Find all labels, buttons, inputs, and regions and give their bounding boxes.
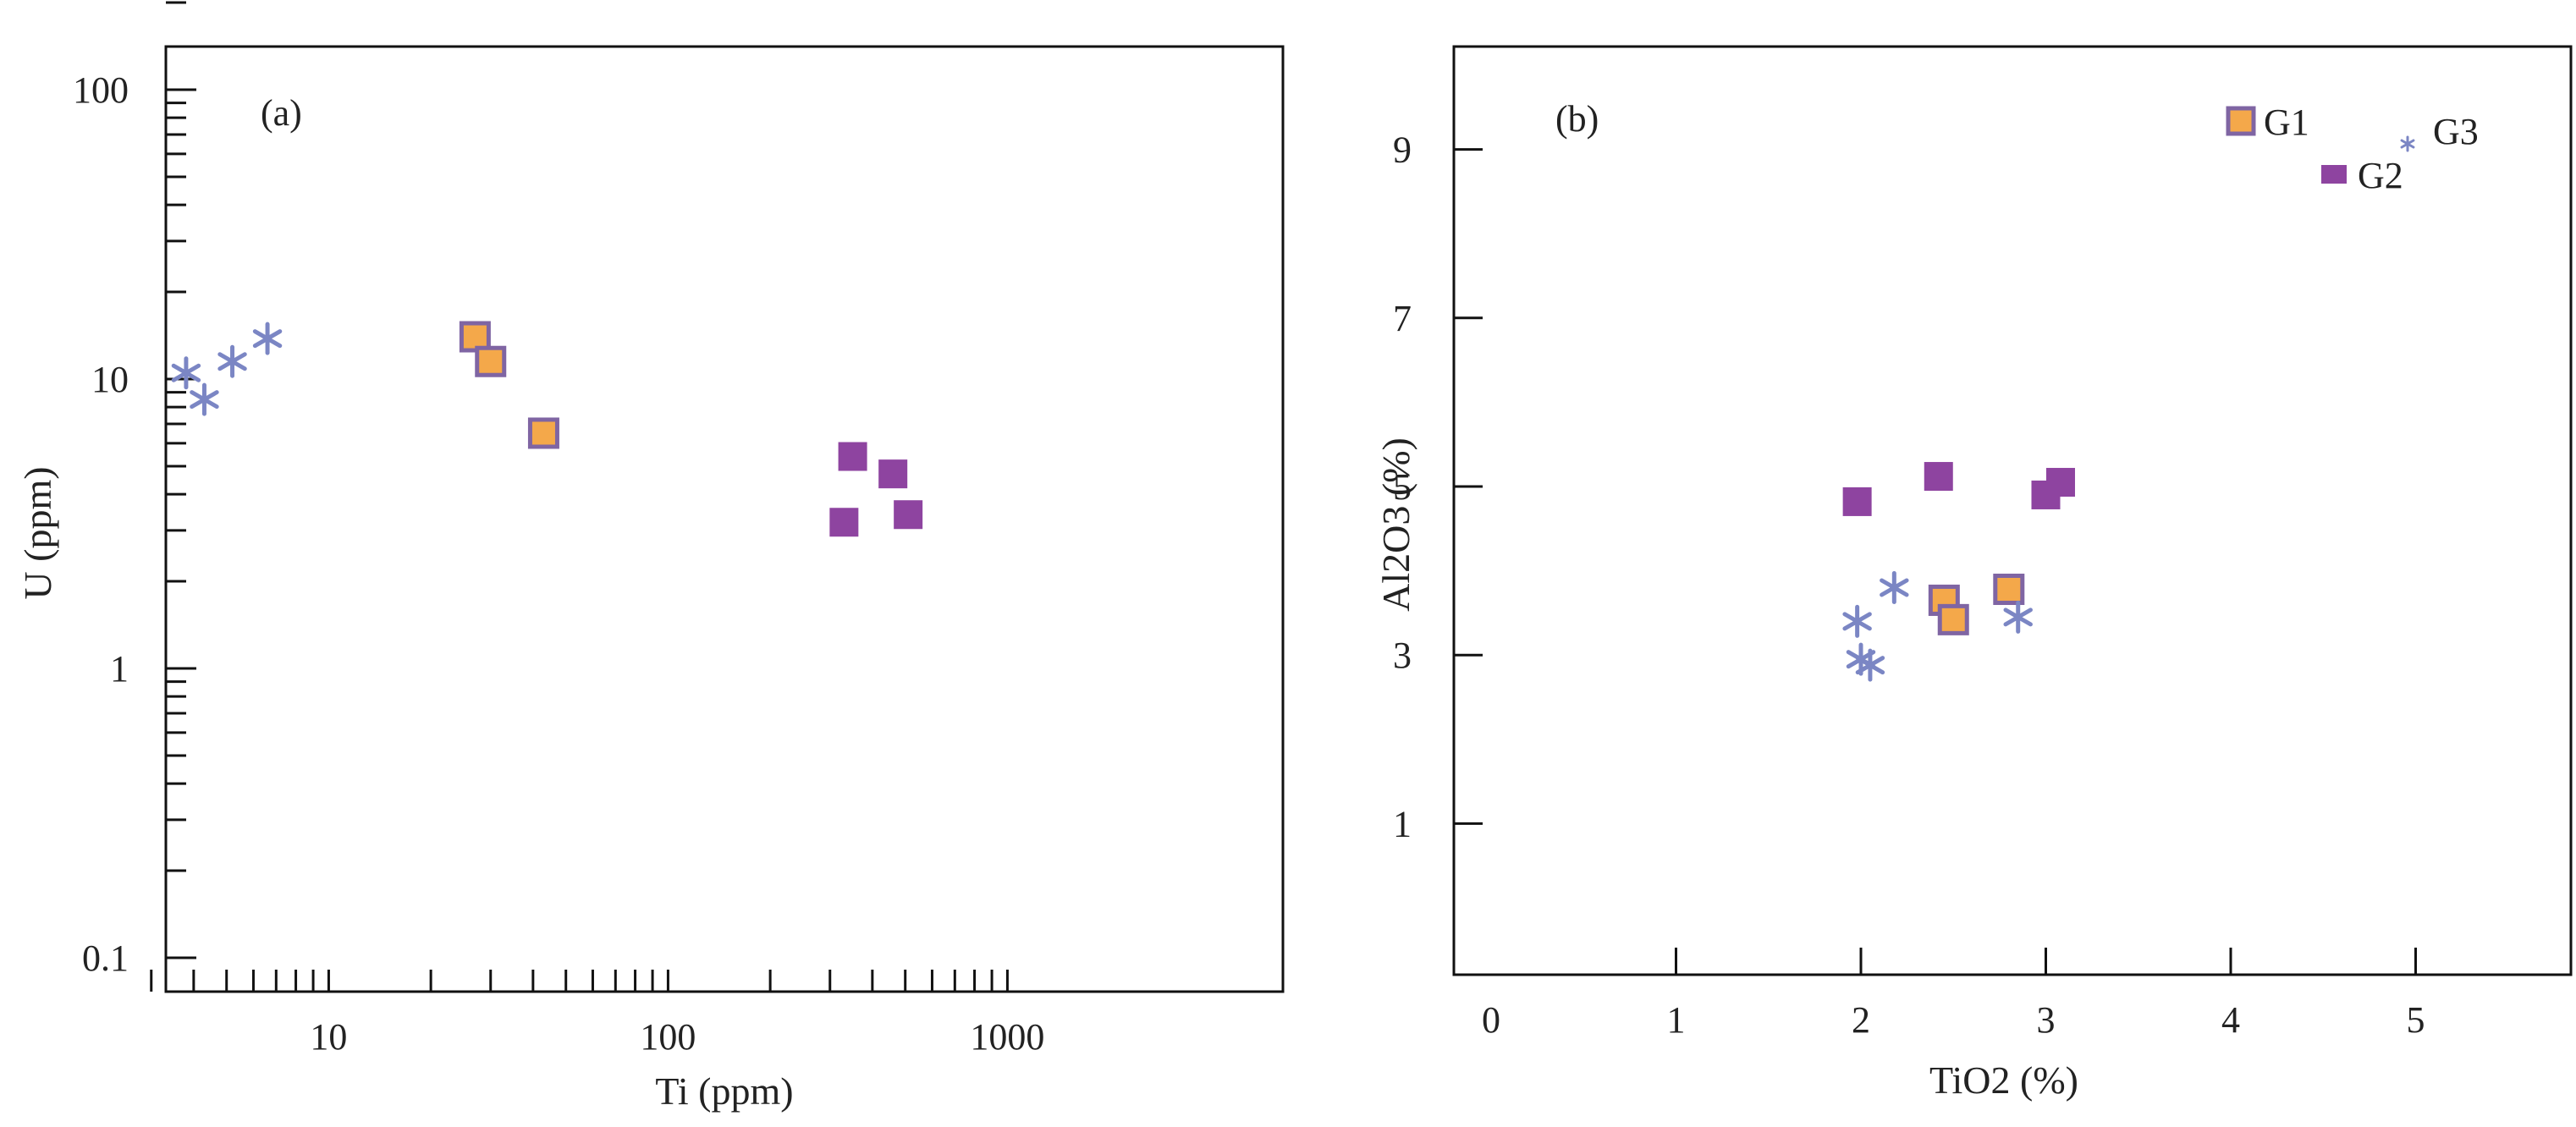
data-point-g3 [1842,604,1872,638]
panel-a-x-axis-title: Ti (ppm) [655,1069,793,1113]
panel-a-uranium-vs-titanium: (a) Ti (ppm) U (ppm) 100 10 1 0.1 10 100 1000 [16,1,1285,1113]
x-tick-label: 10 [310,1016,347,1058]
panel-a-y-axis-title: U (ppm) [16,466,59,599]
panel-a-data-points [171,321,923,537]
data-point-g3 [1880,571,1909,605]
data-point-g1 [1993,574,2025,606]
panel-b-tick-labels: 1 3 5 7 9 11 0 1 2 3 4 5 [1376,0,2425,1041]
y-tick-label: 0.1 [82,937,129,979]
y-tick-label: 1 [110,648,129,690]
data-point-g3 [252,322,283,355]
y-tick-label: 11 [1376,0,1412,2]
y-tick-label: 5 [1393,466,1412,508]
panel-b-y-axis-title: Al2O3 (%) [1374,437,1417,612]
panel-a-label: (a) [261,92,302,134]
y-tick-label: 3 [1393,635,1412,676]
legend-marker-g1 [2226,106,2256,136]
panel-b-label: (b) [1555,98,1599,140]
panel-a-axis-ticks [150,1,1009,992]
panel-b-x-axis-title: TiO2 (%) [1929,1058,2078,1102]
panel-b-legend: G1 G2 G3 [2226,102,2479,196]
data-point-g3 [2003,600,2033,634]
data-point-g1 [527,417,559,449]
x-tick-label: 4 [2221,999,2240,1041]
data-point-g3 [171,356,201,390]
data-point-g2 [1924,462,1953,492]
x-tick-label: 0 [1482,999,1500,1041]
data-point-g2 [894,500,923,530]
panel-b-al2o3-vs-tio2: (b) TiO2 (%) Al2O3 (%) 1357911012345 G1G… [1374,0,2573,1102]
legend-label-g3: G3 [2433,111,2479,152]
x-tick-label: 3 [2037,999,2056,1041]
panel-a-plot-frame [164,45,1285,993]
y-tick-label: 9 [1393,129,1412,171]
data-point-g2 [838,442,867,471]
y-tick-label: 7 [1393,298,1412,339]
data-point-g2 [829,508,859,537]
legend-label-g2: G2 [2358,155,2403,196]
legend-marker-g3 [2400,135,2415,152]
x-tick-label: 1 [1667,999,1686,1041]
panel-a-tick-labels: 100 10 1 0.1 10 100 1000 [73,69,1044,1058]
x-tick-label: 100 [640,1016,696,1058]
data-point-g2 [878,459,908,489]
y-tick-label: 10 [91,359,129,400]
panel-b-data-points [1842,462,2075,682]
panel-b-axis-ticks [1454,148,2417,975]
legend-label-g1: G1 [2264,102,2309,143]
data-point-g3 [1855,648,1885,682]
data-point-g3 [217,344,247,378]
data-point-g3 [190,382,219,416]
legend-entry-g2: G2 [2321,155,2403,196]
y-tick-label: 100 [73,69,129,111]
data-point-g2 [2045,468,2075,498]
data-point-g1 [1937,603,1969,635]
panel-b-plot-frame [1452,45,2573,976]
x-tick-label: 5 [2407,999,2425,1041]
x-tick-label: 2 [1852,999,1870,1041]
legend-entry-g1: G1 [2226,102,2309,143]
data-point-g2 [1842,487,1872,516]
legend-marker-g2 [2321,165,2347,184]
data-point-g1 [475,345,507,377]
legend-entry-g3: G3 [2400,111,2479,152]
x-tick-label: 1000 [970,1016,1044,1058]
y-tick-label: 1 [1393,803,1412,844]
